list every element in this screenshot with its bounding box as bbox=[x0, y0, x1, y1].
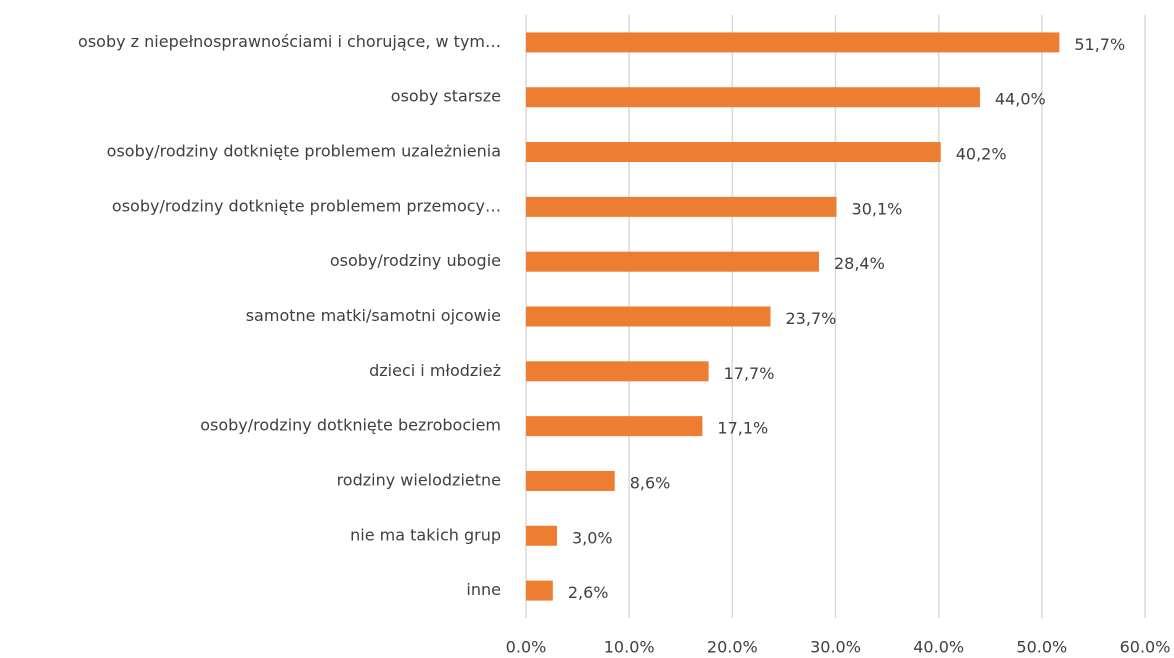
bar bbox=[526, 32, 1060, 53]
x-tick-label: 40.0% bbox=[913, 638, 964, 657]
data-label: 40,2% bbox=[956, 145, 1007, 164]
data-label: 28,4% bbox=[834, 254, 885, 273]
data-label: 17,1% bbox=[717, 419, 768, 438]
data-label: 8,6% bbox=[630, 473, 671, 492]
y-tick-label: osoby/rodziny dotknięte problemem uzależ… bbox=[107, 142, 501, 161]
x-tick-label: 20.0% bbox=[707, 638, 758, 657]
data-label: 2,6% bbox=[568, 583, 609, 602]
data-label: 44,0% bbox=[995, 90, 1046, 109]
y-tick-label: osoby starsze bbox=[391, 87, 501, 106]
y-tick-label: osoby/rodziny dotknięte bezrobociem bbox=[200, 416, 501, 435]
data-label: 3,0% bbox=[572, 528, 613, 547]
y-tick-label: osoby z niepełnosprawnościami i chorując… bbox=[78, 32, 501, 51]
x-tick-label: 10.0% bbox=[604, 638, 655, 657]
bar bbox=[526, 361, 709, 382]
data-label: 23,7% bbox=[786, 309, 837, 328]
y-tick-label: rodziny wielodzietne bbox=[337, 470, 501, 489]
x-tick-label: 60.0% bbox=[1120, 638, 1171, 657]
bar bbox=[526, 470, 615, 491]
y-tick-label: samotne matki/samotni ojcowie bbox=[246, 306, 501, 325]
bar bbox=[526, 251, 819, 272]
y-tick-label: nie ma takich grup bbox=[350, 525, 501, 544]
bar bbox=[526, 142, 941, 163]
data-label: 51,7% bbox=[1074, 35, 1125, 54]
y-tick-label: dzieci i młodzież bbox=[369, 361, 501, 380]
bar bbox=[526, 525, 557, 546]
y-tick-label: osoby/rodziny dotknięte problemem przemo… bbox=[112, 196, 501, 215]
x-tick-label: 50.0% bbox=[1016, 638, 1067, 657]
bar bbox=[526, 306, 771, 327]
bar bbox=[526, 580, 553, 601]
x-tick-label: 30.0% bbox=[810, 638, 861, 657]
bar bbox=[526, 87, 980, 108]
bar bbox=[526, 196, 837, 217]
data-label: 17,7% bbox=[724, 364, 775, 383]
y-tick-label: inne bbox=[466, 580, 501, 599]
data-label: 30,1% bbox=[852, 199, 903, 218]
y-tick-label: osoby/rodziny ubogie bbox=[330, 251, 501, 270]
x-tick-label: 0.0% bbox=[506, 638, 547, 657]
bar bbox=[526, 416, 703, 437]
